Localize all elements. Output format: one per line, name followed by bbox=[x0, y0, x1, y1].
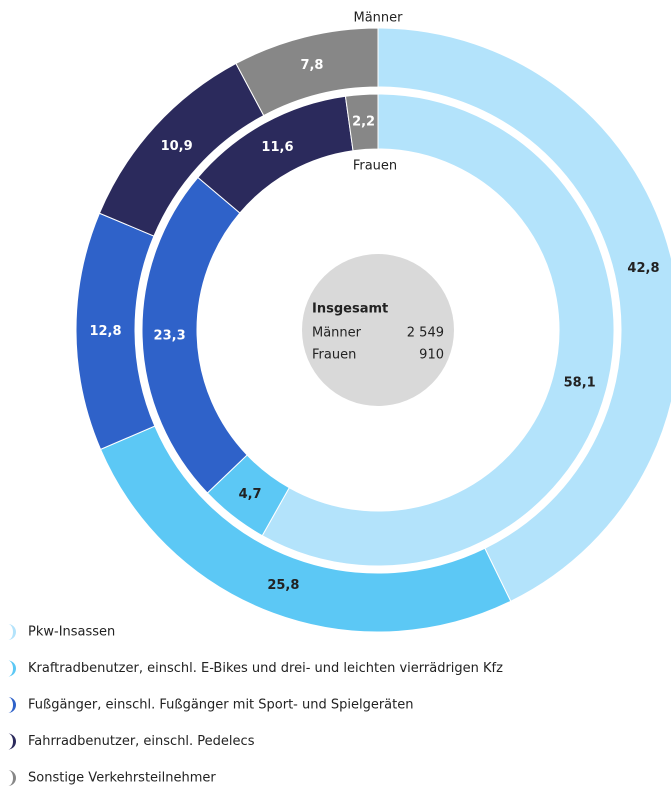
data-label: 58,1 bbox=[564, 375, 596, 390]
legend-swatch bbox=[8, 697, 16, 713]
legend-swatch bbox=[8, 733, 16, 750]
ring-label: Männer bbox=[353, 11, 403, 26]
legend-text: Fahrradbenutzer, einschl. Pedelecs bbox=[28, 734, 255, 749]
ring-segment bbox=[377, 27, 671, 602]
data-label: 10,9 bbox=[161, 139, 193, 154]
data-label: 7,8 bbox=[300, 58, 323, 73]
center-total: 910 bbox=[419, 348, 444, 363]
center-disc bbox=[302, 254, 454, 406]
data-label: 42,8 bbox=[627, 261, 659, 276]
data-label: 4,7 bbox=[239, 487, 262, 502]
legend-swatch bbox=[8, 660, 16, 677]
ring-segment bbox=[344, 93, 379, 152]
legend-text: Fußgänger, einschl. Fußgänger mit Sport-… bbox=[28, 698, 414, 713]
center-name: Männer bbox=[312, 326, 362, 341]
ring-label: Frauen bbox=[353, 159, 397, 174]
data-label: 12,8 bbox=[89, 324, 121, 339]
legend-swatch bbox=[8, 624, 16, 640]
legend-text: Pkw-Insassen bbox=[28, 625, 115, 640]
center-total: 2 549 bbox=[407, 326, 444, 341]
data-label: 23,3 bbox=[154, 329, 186, 344]
data-label: 2,2 bbox=[352, 114, 375, 129]
ring-segment bbox=[261, 93, 615, 567]
legend-swatch bbox=[8, 770, 16, 786]
center-title: Insgesamt bbox=[312, 302, 388, 317]
legend-text: Kraftradbenutzer, einschl. E-Bikes und d… bbox=[28, 661, 503, 676]
center-name: Frauen bbox=[312, 348, 356, 363]
data-label: 11,6 bbox=[261, 140, 293, 155]
ring-segment bbox=[235, 27, 379, 117]
data-label: 25,8 bbox=[267, 578, 299, 593]
legend-text: Sonstige Verkehrsteilnehmer bbox=[28, 771, 216, 786]
